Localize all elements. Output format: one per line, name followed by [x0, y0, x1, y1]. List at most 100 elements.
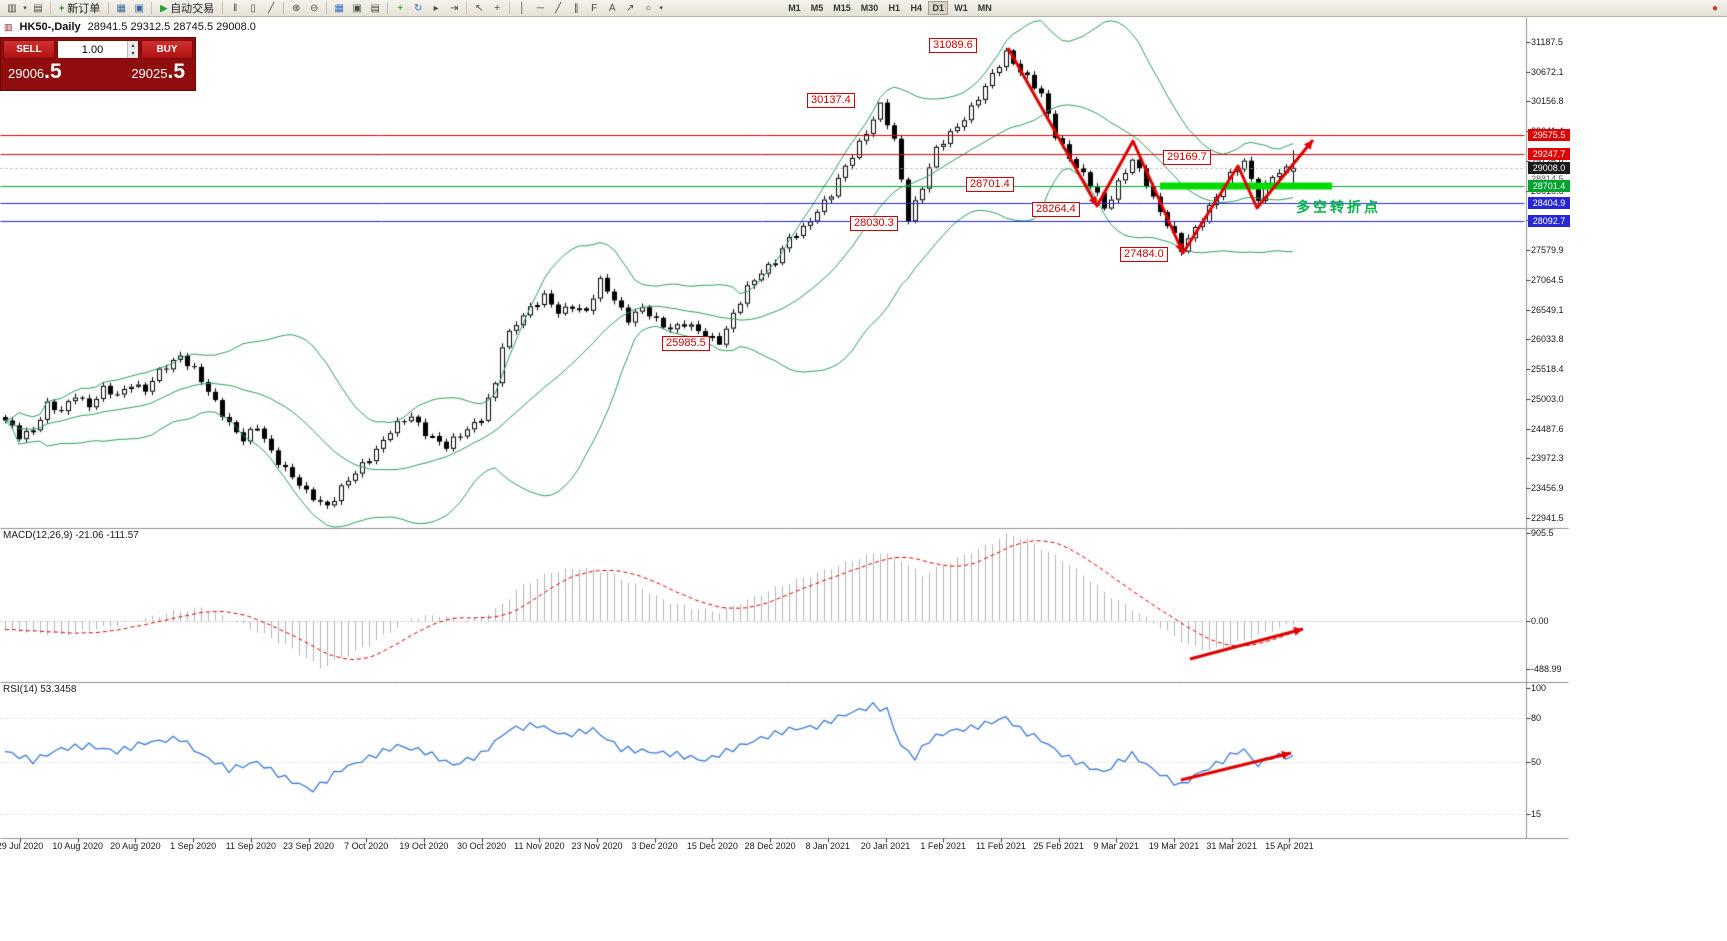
- macd-indicator-label: MACD(12,26,9) -21.06 -111.57: [3, 530, 139, 541]
- price-annotation-25985.5[interactable]: 25985.5: [662, 336, 710, 351]
- price-annotation-29169.7[interactable]: 29169.7: [1163, 150, 1211, 165]
- new-chart-dropdown-icon[interactable]: ▾: [23, 5, 27, 12]
- cascade-windows-icon[interactable]: ▤: [370, 2, 380, 14]
- toolbar-separator: [108, 2, 110, 14]
- macd-scale-label: -488.99: [1531, 663, 1562, 674]
- grid-icon[interactable]: ▦: [334, 2, 344, 14]
- date-label: 28 Dec 2020: [744, 841, 796, 851]
- bid-price[interactable]: 29006.5: [8, 60, 62, 83]
- trendline-icon[interactable]: ╱: [555, 2, 562, 14]
- text-label-icon[interactable]: A: [608, 2, 616, 14]
- symbol-period-label: HK50-,Daily: [19, 21, 81, 33]
- timeframe-m15-button[interactable]: M15: [833, 3, 851, 13]
- volume-steppers: ▴ ▾: [127, 41, 138, 58]
- autotrading-button[interactable]: ▶ 自动交易: [155, 1, 219, 16]
- timeframe-m5-button[interactable]: M5: [810, 3, 824, 13]
- refresh-icon[interactable]: ↻: [413, 2, 423, 14]
- volume-up-button[interactable]: ▴: [128, 41, 138, 50]
- market-watch-icon[interactable]: ▦: [116, 2, 126, 14]
- indicators-icon[interactable]: +: [397, 2, 404, 14]
- toolbar-separator: [50, 2, 51, 14]
- ohlc-values: 28941.5 29312.5 28745.5 29008.0: [87, 21, 256, 33]
- bar-chart-type-icon[interactable]: ‖: [233, 2, 238, 14]
- ask-price-int: 29025: [131, 66, 168, 81]
- price-annotation-28030.3[interactable]: 28030.3: [850, 216, 898, 231]
- price-annotation-28701.4[interactable]: 28701.4: [966, 177, 1014, 192]
- volume-input[interactable]: [58, 41, 127, 58]
- date-label: 30 Oct 2020: [457, 841, 507, 851]
- channel-icon[interactable]: ∥: [573, 2, 579, 14]
- price-axis-tick: 30156.8: [1531, 96, 1564, 107]
- ask-price[interactable]: 29025.5: [131, 61, 185, 83]
- price-tag-28701.4: 28701.4: [1528, 179, 1570, 192]
- volume-down-button[interactable]: ▾: [128, 49, 138, 58]
- rsi-indicator-label: RSI(14) 53.3458: [3, 684, 77, 695]
- buy-button[interactable]: BUY: [141, 40, 193, 59]
- vertical-line-icon[interactable]: │: [519, 2, 526, 14]
- price-axis-tick: 24487.6: [1531, 423, 1564, 434]
- toolbar: ▥ ▾ ▤ + 新订单 ▦ ▣ ▶ 自动交易 ‖ ▯ ╱ ⊕ ⊖ ▦ ▣ ▤ + ↻ ▸ ⇥ ↖ + │ ─ ╱ ∥ F A ↗ ○ ▾ M1 M…: [0, 0, 1727, 17]
- rsi-scale-label: 15: [1531, 808, 1542, 819]
- line-chart-type-icon[interactable]: ╱: [268, 2, 275, 14]
- timeframe-d1-button[interactable]: D1: [928, 1, 949, 15]
- date-label: 20 Aug 2020: [110, 841, 161, 851]
- price-annotation-31089.6[interactable]: 31089.6: [929, 38, 977, 53]
- toolbar-separator: [151, 2, 153, 14]
- price-annotation-30137.4[interactable]: 30137.4: [807, 93, 855, 108]
- macd-scale-label: 0.00: [1531, 616, 1549, 626]
- tile-windows-icon[interactable]: ▣: [352, 2, 362, 14]
- horizontal-line-icon[interactable]: ─: [536, 2, 544, 14]
- price-axis-extra-label: 28814.5: [1531, 174, 1564, 184]
- sell-button[interactable]: SELL: [3, 40, 55, 59]
- price-annotation-28264.4[interactable]: 28264.4: [1032, 202, 1080, 217]
- price-axis-tick: 25518.4: [1531, 364, 1564, 375]
- bid-price-dec: .5: [44, 60, 62, 83]
- date-label: 15 Dec 2020: [686, 841, 738, 851]
- price-axis-tick: 30672.1: [1531, 66, 1564, 77]
- autoscroll-icon[interactable]: ▸: [433, 2, 439, 14]
- profiles-icon[interactable]: ▤: [33, 2, 43, 14]
- timeframe-h1-button[interactable]: H1: [888, 3, 900, 13]
- date-label: 20 Jan 2021: [860, 841, 911, 851]
- timeframe-mn-button[interactable]: MN: [977, 3, 992, 13]
- date-label: 19 Oct 2020: [399, 841, 449, 851]
- date-label: 8 Jan 2021: [805, 841, 851, 851]
- price-axis-tick: 23972.3: [1531, 453, 1564, 464]
- rsi-scale-label: 80: [1531, 712, 1542, 723]
- terminal-icon[interactable]: ▣: [134, 2, 144, 14]
- timeframe-h4-button[interactable]: H4: [910, 3, 922, 13]
- candlestick-type-icon[interactable]: ▯: [250, 2, 256, 14]
- new-chart-icon[interactable]: ▥: [7, 2, 17, 14]
- objects-dropdown-icon[interactable]: ▾: [659, 5, 663, 12]
- shapes-icon[interactable]: ○: [645, 2, 652, 14]
- price-axis-tick: 25003.0: [1531, 394, 1564, 404]
- arrow-objects-icon[interactable]: ↗: [625, 2, 635, 14]
- chart-shift-icon[interactable]: ⇥: [449, 2, 459, 14]
- new-order-button[interactable]: + 新订单: [54, 1, 105, 16]
- price-tag-28092.7: 28092.7: [1528, 214, 1570, 227]
- crosshair-icon[interactable]: +: [494, 2, 501, 14]
- date-label: 31 Mar 2021: [1206, 841, 1257, 851]
- price-tag-29008.0: 29008.0: [1528, 161, 1570, 174]
- fibonacci-icon[interactable]: F: [591, 2, 598, 14]
- timeframe-w1-button[interactable]: W1: [954, 3, 968, 13]
- price-tag-29575.5: 29575.5: [1528, 129, 1570, 142]
- date-label: 29 Jul 2020: [0, 841, 44, 851]
- date-label: 9 Mar 2021: [1093, 841, 1140, 851]
- zoom-in-icon[interactable]: ⊕: [291, 2, 301, 14]
- new-order-icon: +: [59, 3, 65, 13]
- zoom-out-icon[interactable]: ⊖: [309, 2, 319, 14]
- date-label: 23 Sep 2020: [282, 841, 335, 851]
- timeframe-m30-button[interactable]: M30: [860, 3, 879, 13]
- cursor-icon[interactable]: ↖: [474, 2, 484, 14]
- price-axis-tick: 22941.5: [1531, 513, 1564, 523]
- turning-point-label: 多空转折点: [1296, 199, 1381, 215]
- new-order-button-label: 新订单: [67, 3, 101, 15]
- timeframe-m1-button[interactable]: M1: [788, 3, 801, 13]
- community-icon[interactable]: ●: [1711, 2, 1719, 14]
- price-annotation-27484.0[interactable]: 27484.0: [1120, 247, 1168, 262]
- date-label: 1 Feb 2021: [920, 841, 966, 851]
- toolbar-separator: [222, 2, 224, 14]
